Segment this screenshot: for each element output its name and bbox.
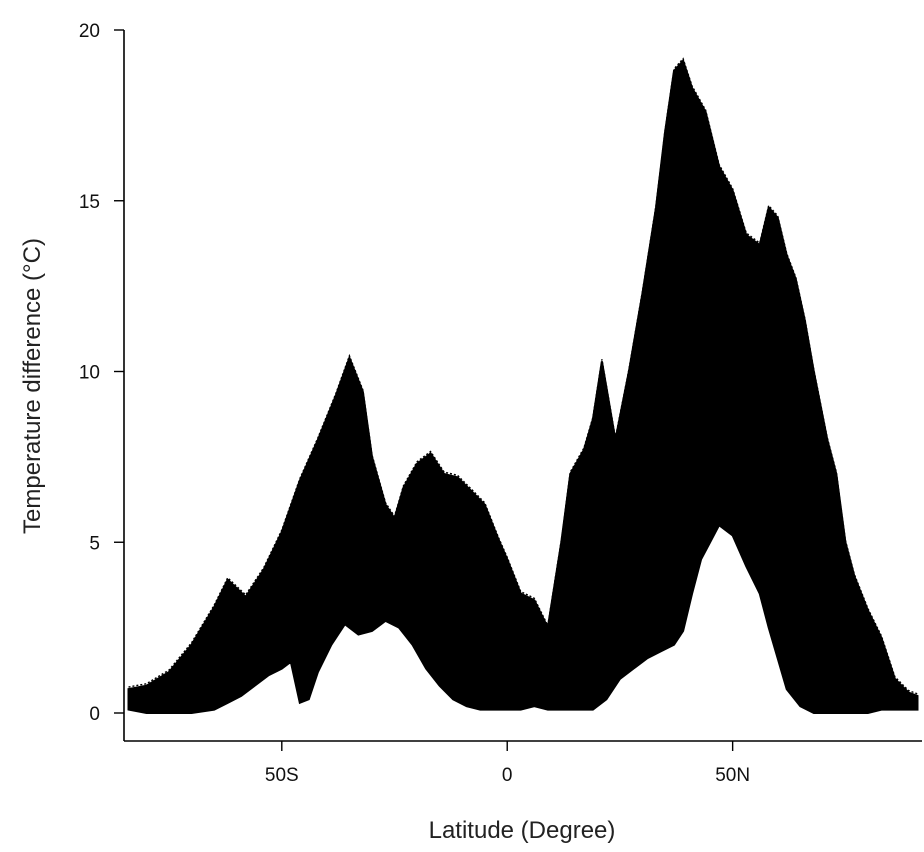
y-tick-label: 10 [79,363,100,384]
y-tick-label: 20 [79,21,100,42]
y-tick-label: 5 [89,533,100,554]
data-point-cloud-0 [127,58,919,714]
data-point-cloud-edge-0 [128,57,918,695]
y-axis-title: Temperature difference (°C) [19,238,46,534]
x-tick-label: 50N [715,765,750,786]
x-axis-title: Latitude (Degree) [429,817,616,844]
x-tick-label: 50S [265,765,299,786]
axis-layer [123,30,922,742]
y-tick-label: 0 [89,704,100,725]
tick-layer: 0 5 10 15 20 50S 0 50N [79,21,750,786]
x-tick-label: 0 [502,765,513,786]
data-layer [127,57,919,714]
y-tick-label: 15 [79,192,100,213]
